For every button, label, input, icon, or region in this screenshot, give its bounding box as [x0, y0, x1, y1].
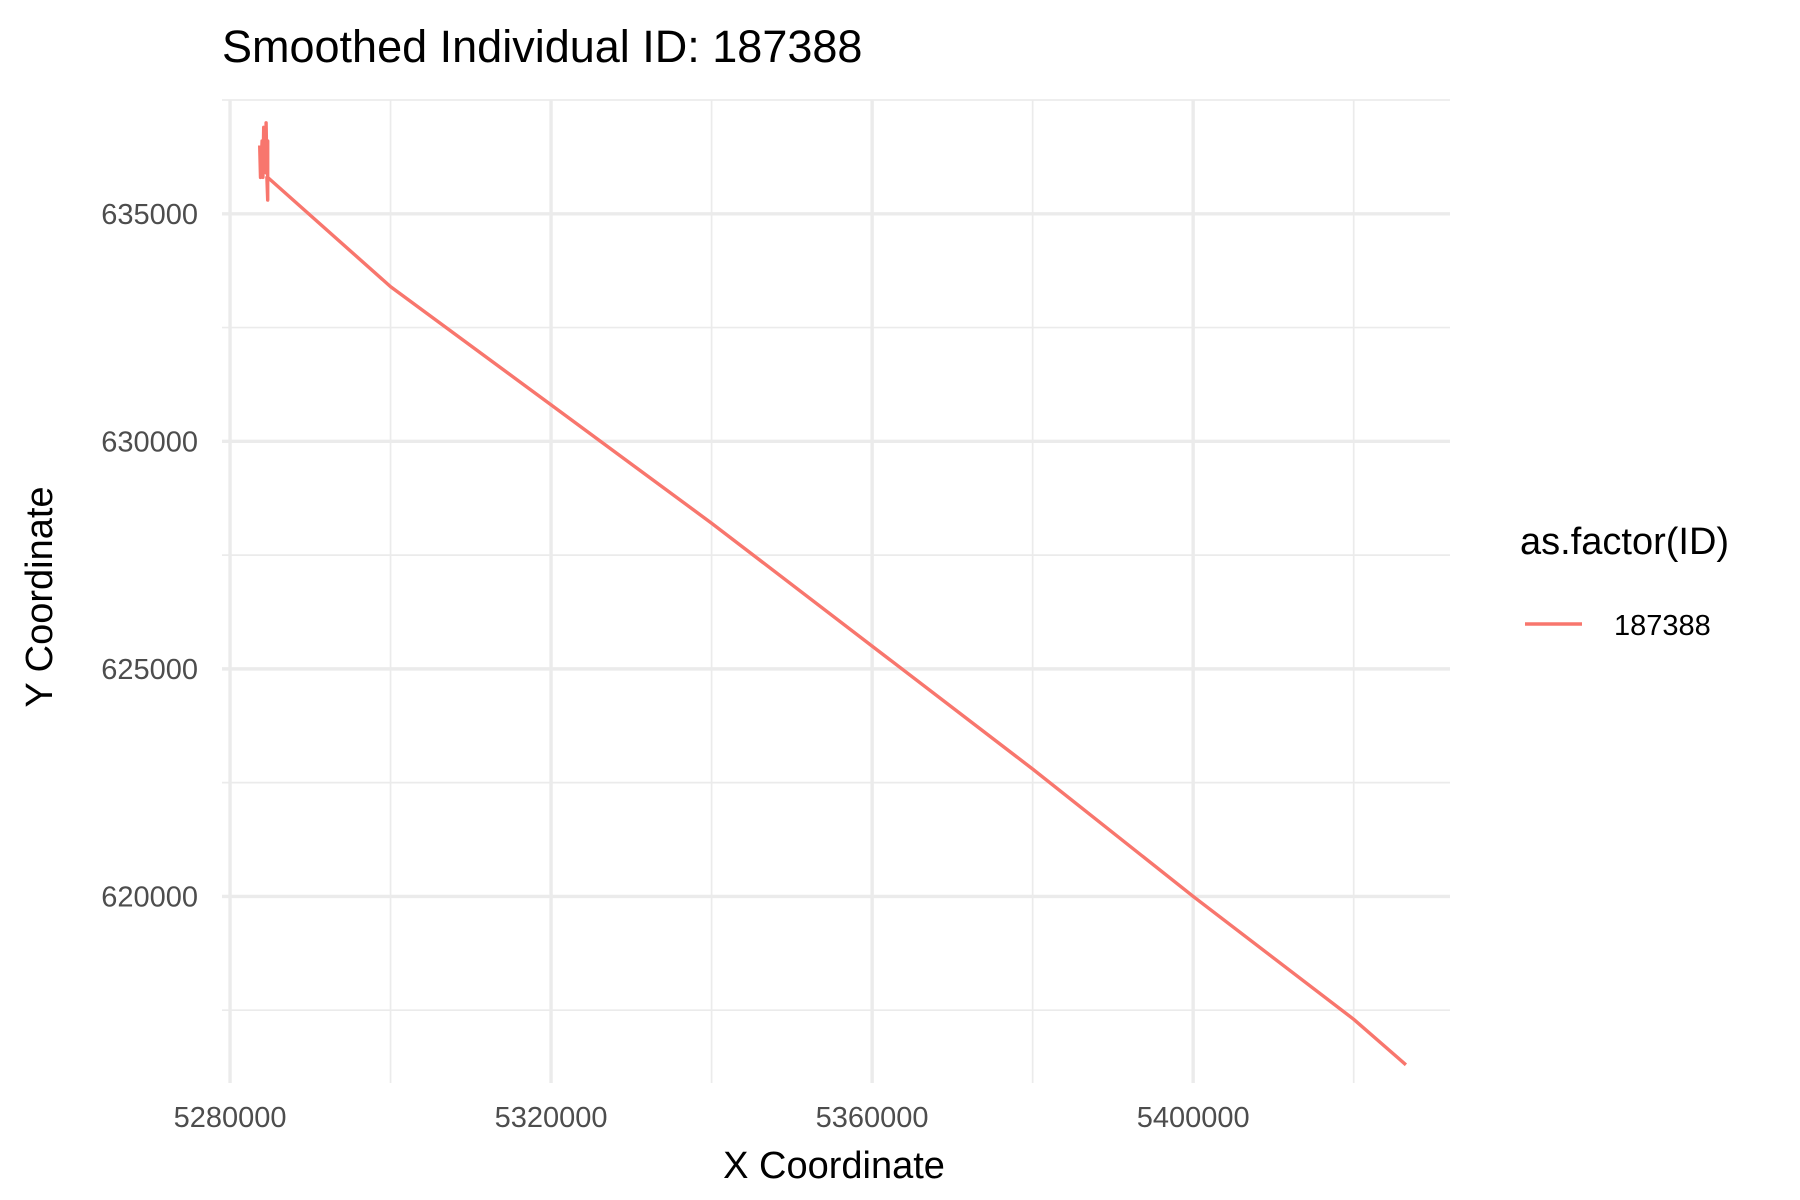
series-line-187388 [258, 121, 1408, 1067]
x-axis-title: X Coordinate [723, 1145, 945, 1187]
y-tick-label: 630000 [101, 426, 198, 458]
x-tick-label: 5280000 [174, 1102, 287, 1134]
x-tick-label: 5400000 [1137, 1102, 1250, 1134]
legend-label-187388: 187388 [1614, 610, 1711, 642]
minor-gridlines [222, 99, 1450, 1083]
y-tick-label: 620000 [101, 881, 198, 913]
chart-title: Smoothed Individual ID: 187388 [222, 21, 862, 72]
y-axis-ticks: 620000 625000 630000 635000 [101, 199, 198, 914]
legend: as.factor(ID) 187388 [1520, 521, 1729, 642]
y-tick-label: 625000 [101, 654, 198, 686]
major-gridlines [222, 100, 1450, 1083]
x-tick-label: 5320000 [495, 1102, 608, 1134]
legend-title: as.factor(ID) [1520, 521, 1729, 563]
y-axis-title: Y Coordinate [19, 486, 61, 707]
x-axis-ticks: 5280000 5320000 5360000 5400000 [174, 1102, 1250, 1134]
y-tick-label: 635000 [101, 199, 198, 231]
series-layer [258, 121, 1408, 1067]
x-tick-label: 5360000 [816, 1102, 929, 1134]
